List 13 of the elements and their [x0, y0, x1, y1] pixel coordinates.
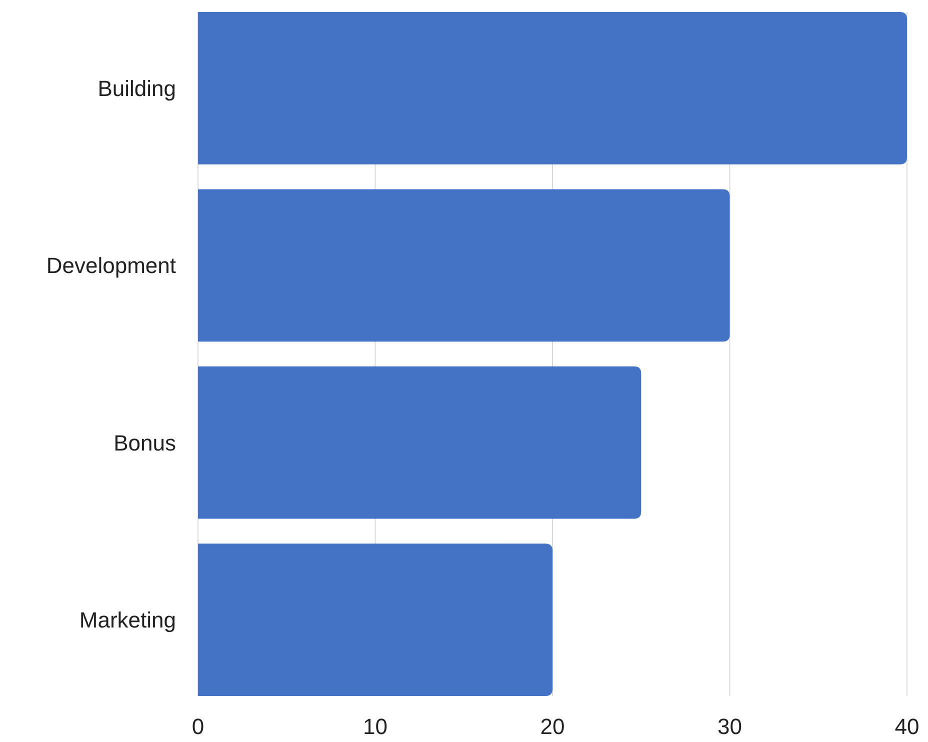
x-tick-label: 40: [894, 714, 920, 739]
bar: [198, 189, 730, 342]
x-tick-label: 10: [363, 714, 388, 739]
bar: [198, 12, 907, 164]
y-tick-label: Marketing: [79, 608, 176, 633]
x-tick-label: 30: [718, 714, 742, 739]
bar: [198, 366, 642, 519]
y-tick-label: Building: [98, 76, 176, 101]
bar: [198, 544, 552, 696]
x-tick-label: 0: [192, 714, 204, 739]
x-tick-label: 20: [540, 714, 565, 739]
y-tick-label: Bonus: [114, 430, 176, 456]
y-tick-label: Development: [46, 253, 176, 278]
